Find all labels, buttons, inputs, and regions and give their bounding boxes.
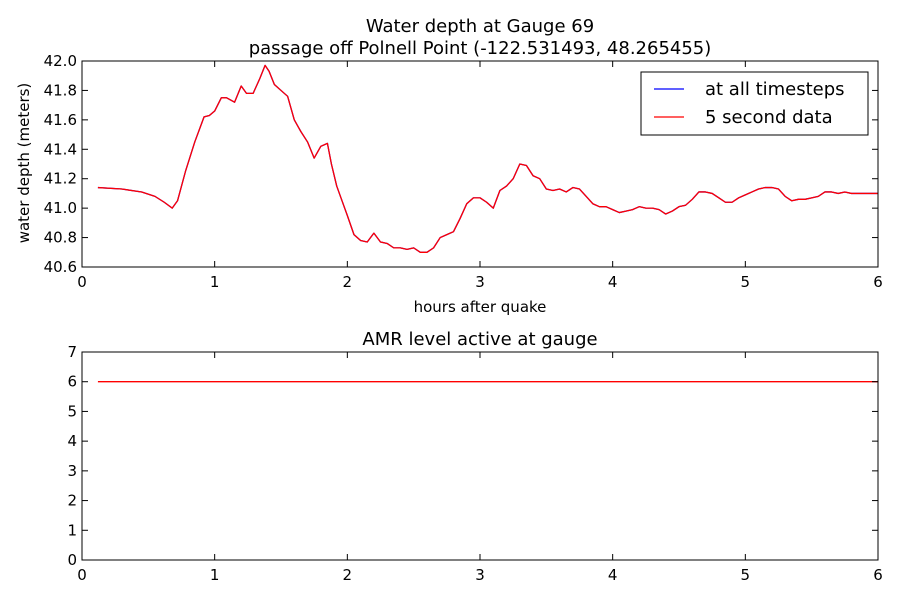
y-tick-label: 7: [67, 343, 77, 361]
y-tick-label: 41.2: [44, 170, 77, 188]
x-tick-label: 2: [343, 566, 353, 584]
x-tick-label: 2: [343, 273, 353, 291]
y-tick-label: 3: [67, 462, 77, 480]
plot-area-depth: 0 1 2 3 4 5 6 40.6 40.8 41.0 41.2 41.4 41.6 41.8 42.0: [44, 52, 883, 291]
chart-title-amr: AMR level active at gauge: [362, 329, 597, 350]
legend-label-5-second-data: 5 second data: [705, 107, 833, 128]
x-tick-label: 1: [210, 273, 220, 291]
x-tick-label: 1: [210, 566, 220, 584]
chart-title: Water depth at Gauge 69: [366, 16, 594, 37]
y-tick-label: 1: [67, 521, 77, 539]
y-tick-label: 42.0: [44, 52, 77, 70]
series-line-5-second-data: [97, 64, 878, 253]
x-axis-label: hours after quake: [414, 298, 547, 316]
plot-frame: [81, 351, 879, 561]
chart-amr-level: AMR level active at gauge 0 1 2 3 4 5 6 0 1 2 3 4 5 6…: [67, 329, 882, 584]
y-tick-label: 2: [67, 492, 77, 510]
legend-box: [640, 71, 869, 136]
x-tick-label: 0: [77, 566, 87, 584]
x-tick-label: 3: [475, 273, 485, 291]
x-tick-label: 4: [608, 273, 618, 291]
chart-subtitle: passage off Polnell Point (-122.531493, …: [249, 38, 712, 59]
x-tick-label: 0: [77, 273, 87, 291]
y-tick-label: 0: [67, 551, 77, 569]
legend: at all timesteps 5 second data: [640, 71, 869, 136]
x-tick-label: 6: [873, 273, 883, 291]
y-axis-label: water depth (meters): [15, 83, 33, 244]
x-tick-label: 6: [873, 566, 883, 584]
y-tick-label: 41.0: [44, 199, 77, 217]
y-tick-label: 4: [67, 432, 77, 450]
x-tick-label: 5: [741, 273, 751, 291]
x-tick-label: 3: [475, 566, 485, 584]
y-tick-label: 40.8: [44, 229, 77, 247]
y-tick-label: 40.6: [44, 258, 77, 276]
legend-label-at-all-timesteps: at all timesteps: [705, 79, 845, 100]
x-tick-label: 5: [741, 566, 751, 584]
y-tick-label: 5: [67, 402, 77, 420]
y-tick-label: 6: [67, 373, 77, 391]
x-tick-label: 4: [608, 566, 618, 584]
y-tick-label: 41.4: [44, 140, 77, 158]
y-tick-label: 41.6: [44, 111, 77, 129]
chart-water-depth: Water depth at Gauge 69 passage off Poln…: [15, 16, 883, 316]
plot-area-amr: 0 1 2 3 4 5 6 0 1 2 3 4 5 6 7: [67, 343, 882, 584]
y-tick-label: 41.8: [44, 81, 77, 99]
